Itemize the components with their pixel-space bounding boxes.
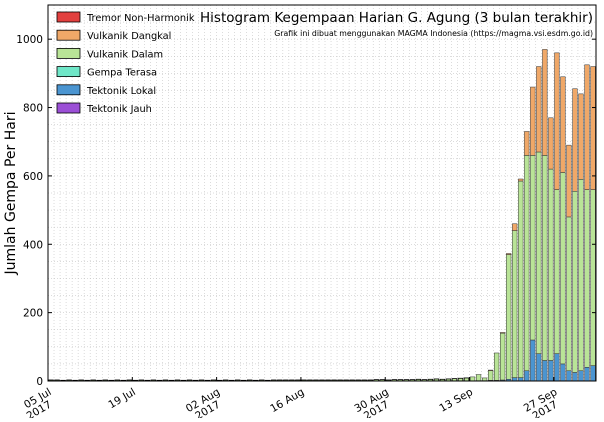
x-tick-label: 16 Aug bbox=[268, 386, 306, 415]
legend-swatch bbox=[57, 48, 80, 58]
bar-segment bbox=[561, 364, 566, 381]
bar-segment bbox=[512, 231, 517, 378]
bar-segment bbox=[482, 378, 487, 381]
bar-segment bbox=[555, 53, 560, 190]
bar-segment bbox=[555, 354, 560, 381]
x-tick-label: 13 Sep bbox=[437, 386, 475, 415]
bar-segment bbox=[548, 169, 553, 360]
bar-segment bbox=[585, 65, 590, 190]
y-axis-label: Jumlah Gempa Per Hari bbox=[3, 112, 19, 276]
y-tick-label: 1000 bbox=[16, 34, 43, 46]
bar-segment bbox=[530, 155, 535, 340]
bar-segment bbox=[585, 190, 590, 368]
bar-segment bbox=[591, 67, 596, 190]
bar-segment bbox=[573, 191, 578, 372]
bar-segment bbox=[573, 372, 578, 381]
bar-segment bbox=[536, 354, 541, 381]
legend: Tremor Non-Harmonik Vulkanik Dangkal Vulka… bbox=[57, 12, 195, 115]
bar-segment bbox=[518, 181, 523, 378]
bar-segment bbox=[567, 371, 572, 381]
bar-segment bbox=[524, 371, 529, 381]
bar-segment bbox=[494, 353, 499, 380]
bar-segment bbox=[548, 360, 553, 381]
x-tick-label: 19 Jul bbox=[106, 386, 137, 411]
legend-label: Tremor Non-Harmonik bbox=[86, 13, 195, 24]
bar-segment bbox=[585, 367, 590, 381]
bar-segment bbox=[518, 179, 523, 181]
bar-segment bbox=[542, 155, 547, 360]
bar-segment bbox=[555, 190, 560, 354]
bar-segment bbox=[536, 67, 541, 152]
bar-segment bbox=[500, 333, 505, 380]
legend-swatch bbox=[57, 67, 80, 77]
y-tick-label: 400 bbox=[23, 239, 43, 251]
bar-segment bbox=[506, 255, 511, 380]
bar-segment bbox=[488, 370, 493, 371]
bar-segment bbox=[548, 118, 553, 169]
bar-segment bbox=[530, 340, 535, 381]
x-tick-label-group: 19 Jul bbox=[106, 386, 137, 411]
bar-segment bbox=[561, 172, 566, 363]
bar-segment bbox=[561, 77, 566, 173]
bar-segment bbox=[579, 179, 584, 370]
x-tick-label-group: 16 Aug bbox=[268, 386, 306, 415]
y-tick-label: 600 bbox=[23, 171, 43, 183]
bar-segment bbox=[488, 371, 493, 381]
legend-label: Gempa Terasa bbox=[87, 68, 157, 79]
bar-segment bbox=[573, 89, 578, 192]
legend-label: Vulkanik Dalam bbox=[87, 49, 163, 60]
legend-swatch bbox=[57, 12, 80, 22]
bars-group bbox=[49, 49, 596, 381]
bar-segment bbox=[470, 377, 475, 381]
legend-swatch bbox=[57, 30, 80, 40]
bar-segment bbox=[591, 366, 596, 381]
bar-segment bbox=[579, 371, 584, 381]
bar-segment bbox=[567, 145, 572, 217]
y-tick-label: 0 bbox=[36, 376, 43, 388]
bar-segment bbox=[524, 131, 529, 155]
legend-label: Vulkanik Dangkal bbox=[87, 31, 171, 42]
bar-segment bbox=[542, 360, 547, 381]
legend-swatch bbox=[57, 103, 80, 113]
bar-segment bbox=[524, 155, 529, 370]
bar-segment bbox=[536, 152, 541, 354]
bar-segment bbox=[506, 254, 511, 255]
bar-segment bbox=[591, 190, 596, 366]
bar-segment bbox=[512, 378, 517, 381]
bar-segment bbox=[476, 375, 481, 381]
bar-segment bbox=[567, 217, 572, 371]
bar-segment bbox=[579, 94, 584, 179]
bar-segment bbox=[542, 49, 547, 155]
chart-title: Histogram Kegempaan Harian G. Agung (3 b… bbox=[200, 10, 593, 26]
y-tick-label: 800 bbox=[23, 103, 43, 115]
bar-segment bbox=[530, 87, 535, 155]
bar-segment bbox=[500, 332, 505, 333]
x-tick-label-group: 13 Sep bbox=[437, 386, 475, 415]
y-tick-label: 200 bbox=[23, 308, 43, 320]
legend-swatch bbox=[57, 85, 80, 95]
chart-subtitle: Grafik ini dibuat menggunakan MAGMA Indo… bbox=[274, 29, 593, 38]
bar-segment bbox=[518, 378, 523, 381]
legend-label: Tektonik Lokal bbox=[86, 86, 156, 97]
bar-segment bbox=[512, 224, 517, 231]
legend-label: Tektonik Jauh bbox=[86, 104, 152, 115]
